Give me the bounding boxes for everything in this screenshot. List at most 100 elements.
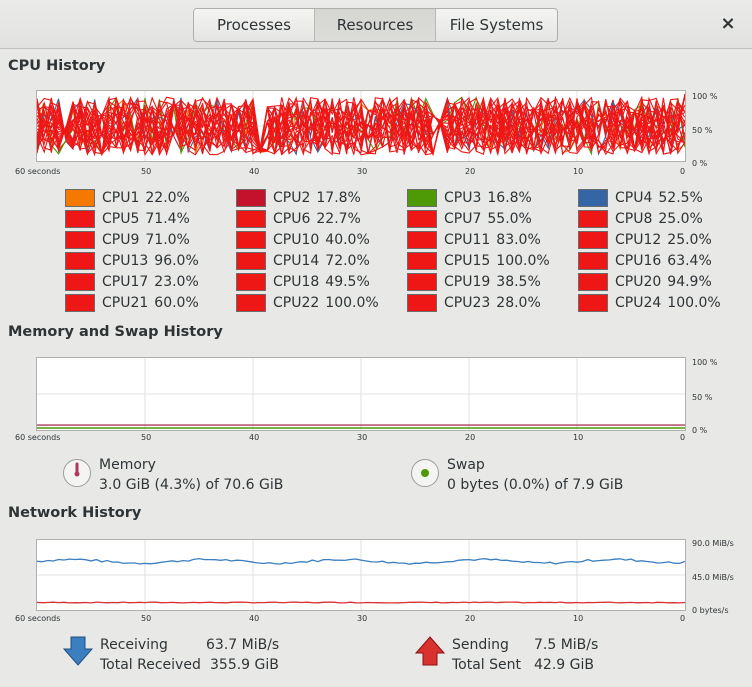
- memory-y-tick: 0 %: [692, 426, 708, 435]
- cpu-series-line: [37, 95, 685, 155]
- cpu-series-line: [37, 93, 685, 156]
- network-y-tick: 90.0 MiB/s: [692, 539, 734, 548]
- network-x-tick: 10: [573, 614, 584, 623]
- upload-arrow-icon[interactable]: [415, 635, 445, 667]
- swap-detail: 0 bytes (0.0%) of 7.9 GiB: [447, 477, 624, 493]
- memory-x-tick: 50: [141, 433, 152, 442]
- memory-pie-icon[interactable]: [63, 459, 91, 487]
- memory-label: Memory: [99, 457, 156, 473]
- cpu-label: CPU12: [615, 232, 662, 248]
- cpu-color-swatch[interactable]: [578, 231, 608, 249]
- total-sent-value: 42.9 GiB: [534, 657, 594, 673]
- network-history-title: Network History: [8, 505, 142, 521]
- cpu-series-line: [37, 93, 685, 156]
- cpu-legend-item: CPU9 71.0%: [65, 230, 190, 250]
- memory-x-tick: 30: [357, 433, 368, 442]
- cpu-legend-item: CPU5 71.4%: [65, 209, 190, 229]
- cpu-value: 71.0%: [145, 232, 190, 248]
- cpu-legend-item: CPU24 100.0%: [578, 293, 721, 313]
- cpu-legend-item: CPU15 100.0%: [407, 251, 550, 271]
- cpu-label: CPU1: [102, 190, 140, 206]
- cpu-label: CPU5: [102, 211, 140, 227]
- network-x-tick: 30: [357, 614, 368, 623]
- total-sent-label: Total Sent: [452, 657, 522, 673]
- cpu-y-tick: 0 %: [692, 159, 708, 168]
- tab-processes[interactable]: Processes: [194, 9, 315, 41]
- cpu-value: 25.0%: [667, 232, 712, 248]
- cpu-color-swatch[interactable]: [578, 294, 608, 312]
- cpu-legend-item: CPU22 100.0%: [236, 293, 379, 313]
- cpu-color-swatch[interactable]: [65, 252, 95, 270]
- cpu-color-swatch[interactable]: [236, 252, 266, 270]
- cpu-color-swatch[interactable]: [236, 294, 266, 312]
- cpu-legend-item: CPU19 38.5%: [407, 272, 541, 292]
- cpu-color-swatch[interactable]: [407, 231, 437, 249]
- cpu-color-swatch[interactable]: [407, 294, 437, 312]
- cpu-y-tick: 100 %: [692, 92, 718, 101]
- cpu-series-line: [37, 96, 685, 155]
- cpu-color-swatch[interactable]: [65, 231, 95, 249]
- cpu-legend-item: CPU10 40.0%: [236, 230, 370, 250]
- receiving-legend: Receiving 63.7 MiB/s Total Received 355.…: [63, 635, 279, 675]
- cpu-value: 49.5%: [325, 274, 370, 290]
- cpu-color-swatch[interactable]: [578, 210, 608, 228]
- cpu-legend-item: CPU11 83.0%: [407, 230, 541, 250]
- cpu-value: 60.0%: [154, 295, 199, 311]
- tab-file-systems[interactable]: File Systems: [436, 9, 557, 41]
- cpu-color-swatch[interactable]: [407, 273, 437, 291]
- cpu-label: CPU23: [444, 295, 491, 311]
- network-history-graph: [36, 539, 686, 611]
- memory-x-tick: 20: [465, 433, 476, 442]
- cpu-label: CPU4: [615, 190, 653, 206]
- cpu-history-title: CPU History: [8, 58, 106, 74]
- cpu-color-swatch[interactable]: [236, 189, 266, 207]
- cpu-label: CPU15: [444, 253, 491, 269]
- cpu-label: CPU19: [444, 274, 491, 290]
- cpu-color-swatch[interactable]: [578, 189, 608, 207]
- close-button[interactable]: ×: [718, 12, 738, 36]
- cpu-value: 72.0%: [325, 253, 370, 269]
- cpu-color-swatch[interactable]: [407, 189, 437, 207]
- network-y-tick: 0 bytes/s: [692, 606, 729, 615]
- download-arrow-icon[interactable]: [63, 635, 93, 667]
- sending-legend: Sending 7.5 MiB/s Total Sent 42.9 GiB: [415, 635, 598, 675]
- cpu-color-swatch[interactable]: [65, 273, 95, 291]
- cpu-x-tick: 20: [465, 167, 476, 176]
- cpu-label: CPU17: [102, 274, 149, 290]
- network-y-tick: 45.0 MiB/s: [692, 573, 734, 582]
- cpu-color-swatch[interactable]: [65, 210, 95, 228]
- cpu-label: CPU10: [273, 232, 320, 248]
- cpu-color-swatch[interactable]: [65, 189, 95, 207]
- cpu-legend-item: CPU18 49.5%: [236, 272, 370, 292]
- cpu-color-swatch[interactable]: [236, 210, 266, 228]
- cpu-value: 100.0%: [496, 253, 550, 269]
- cpu-color-swatch[interactable]: [65, 294, 95, 312]
- cpu-legend-item: CPU7 55.0%: [407, 209, 532, 229]
- memory-swap-plot: [37, 358, 685, 430]
- cpu-color-swatch[interactable]: [236, 231, 266, 249]
- memory-x-tick: 10: [573, 433, 584, 442]
- cpu-color-swatch[interactable]: [578, 273, 608, 291]
- memory-x-tick: 0: [680, 433, 686, 442]
- cpu-color-swatch[interactable]: [407, 252, 437, 270]
- cpu-label: CPU7: [444, 211, 482, 227]
- cpu-x-tick: 30: [357, 167, 368, 176]
- cpu-series-line: [37, 93, 685, 156]
- receiving-series-line: [37, 557, 685, 565]
- cpu-color-swatch[interactable]: [578, 252, 608, 270]
- memory-detail: 3.0 GiB (4.3%) of 70.6 GiB: [99, 477, 284, 493]
- cpu-value: 100.0%: [667, 295, 721, 311]
- cpu-value: 22.0%: [145, 190, 190, 206]
- cpu-label: CPU16: [615, 253, 662, 269]
- cpu-x-tick: 40: [249, 167, 260, 176]
- cpu-color-swatch[interactable]: [407, 210, 437, 228]
- cpu-value: 38.5%: [496, 274, 541, 290]
- cpu-value: 100.0%: [325, 295, 379, 311]
- cpu-value: 40.0%: [325, 232, 370, 248]
- swap-pie-icon[interactable]: [411, 459, 439, 487]
- cpu-color-swatch[interactable]: [236, 273, 266, 291]
- network-x-tick: 20: [465, 614, 476, 623]
- tab-resources[interactable]: Resources: [315, 9, 436, 41]
- swap-label: Swap: [447, 457, 485, 473]
- cpu-value: 16.8%: [487, 190, 532, 206]
